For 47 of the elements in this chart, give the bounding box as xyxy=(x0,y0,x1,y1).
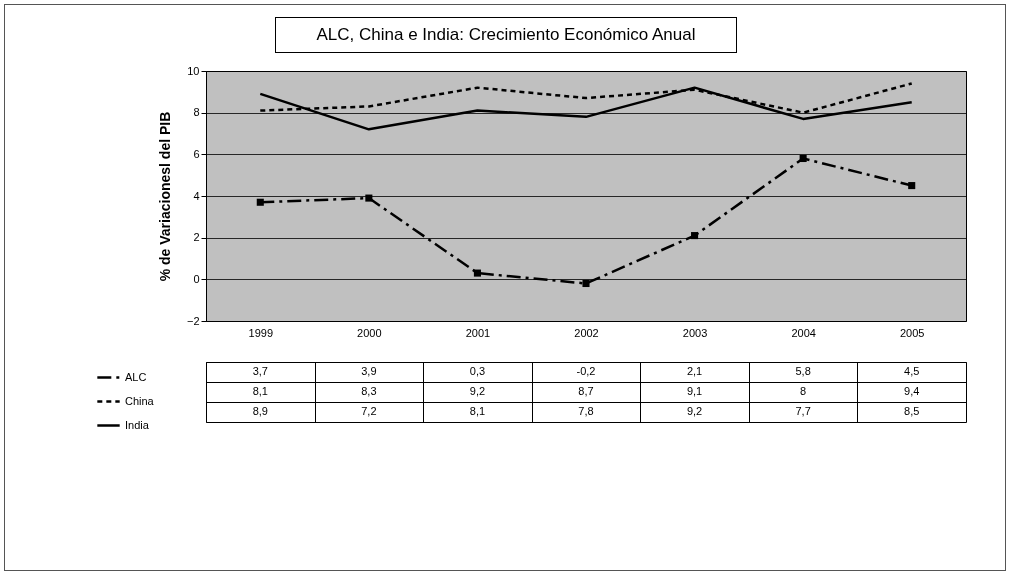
x-tick-label: 2005 xyxy=(899,326,925,339)
data-label: 8,1 xyxy=(252,385,268,397)
data-label: 8,7 xyxy=(578,385,594,397)
data-label: 5,8 xyxy=(795,365,811,377)
x-tick-label: 2000 xyxy=(357,326,382,339)
point xyxy=(908,182,916,190)
data-label: 3,9 xyxy=(361,365,377,377)
point xyxy=(256,198,264,206)
y-tick-label: 0 xyxy=(193,272,200,285)
data-label: 9,1 xyxy=(686,385,703,397)
data-label: 9,4 xyxy=(904,385,920,397)
x-tick-label: 2001 xyxy=(465,326,491,339)
data-label: 7,2 xyxy=(361,405,377,417)
x-tick-label: 2004 xyxy=(791,326,816,339)
data-label: 0,3 xyxy=(469,365,486,377)
point xyxy=(365,194,373,202)
data-label: 8,1 xyxy=(469,405,486,417)
chart-title: ALC, China e India: Crecimiento Económico Anual xyxy=(275,17,737,53)
data-label: 7,8 xyxy=(578,405,594,417)
x-tick-label: 2003 xyxy=(682,326,708,339)
legend-label: ALC xyxy=(125,370,147,383)
legend-label: China xyxy=(125,394,155,407)
x-tick-label: 2002 xyxy=(574,326,599,339)
data-label: 9,2 xyxy=(686,405,703,417)
y-tick-label: 8 xyxy=(193,106,200,119)
y-tick-label: −2 xyxy=(186,314,200,327)
y-tick-label: 2 xyxy=(193,231,200,244)
data-label: 8 xyxy=(800,385,807,397)
data-label: 2,1 xyxy=(686,365,703,377)
data-label: 7,7 xyxy=(795,405,811,417)
data-label: 8,5 xyxy=(904,405,920,417)
point xyxy=(691,232,699,240)
point xyxy=(473,269,481,277)
point xyxy=(799,154,807,163)
data-label: -0,2 xyxy=(576,365,596,377)
y-tick-label: 10 xyxy=(187,64,200,77)
point xyxy=(582,279,590,288)
data-label: 9,2 xyxy=(469,385,486,397)
data-label: 4,5 xyxy=(904,365,920,377)
data-label: 3,7 xyxy=(252,365,268,377)
y-tick-label: 4 xyxy=(193,189,200,202)
y-tick-label: 6 xyxy=(193,147,200,160)
legend-label: India xyxy=(125,418,150,431)
x-tick-label: 1999 xyxy=(248,326,274,339)
y-axis-title: % de Variacionesl del PIB xyxy=(156,111,173,282)
data-label: 8,3 xyxy=(361,385,377,397)
data-label: 8,9 xyxy=(252,405,268,417)
